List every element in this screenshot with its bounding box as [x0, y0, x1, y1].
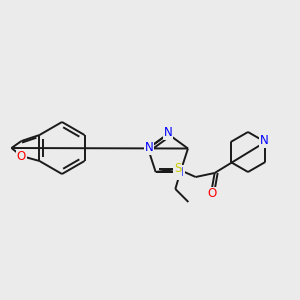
Text: N: N [164, 127, 172, 140]
Text: N: N [175, 166, 184, 179]
Text: S: S [174, 163, 181, 176]
Text: N: N [260, 134, 269, 148]
Text: O: O [207, 188, 216, 200]
Text: N: N [145, 141, 153, 154]
Text: O: O [17, 149, 26, 163]
